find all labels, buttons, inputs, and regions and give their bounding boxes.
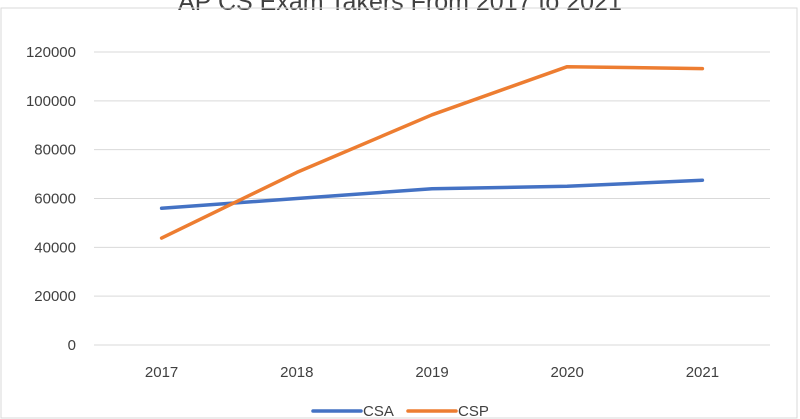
x-tick-label: 2018 (280, 364, 313, 381)
legend-label-csa: CSA (363, 403, 394, 419)
y-tick-label: 20000 (34, 288, 76, 305)
series-line-csa (159, 178, 705, 211)
y-tick-label: 100000 (26, 93, 76, 110)
y-tick-label: 80000 (34, 142, 76, 159)
x-tick-label: 2019 (415, 364, 448, 381)
y-tick-label: 0 (68, 337, 76, 354)
y-tick-label: 40000 (34, 239, 76, 256)
y-tick-label: 60000 (34, 191, 76, 208)
series-line-csp (159, 64, 705, 240)
x-tick-label: 2020 (551, 364, 584, 381)
y-tick-label: 120000 (26, 44, 76, 61)
x-tick-label: 2017 (145, 364, 178, 381)
legend-label-csp: CSP (458, 403, 489, 419)
chart-frame (0, 7, 798, 419)
x-tick-label: 2021 (686, 364, 719, 381)
